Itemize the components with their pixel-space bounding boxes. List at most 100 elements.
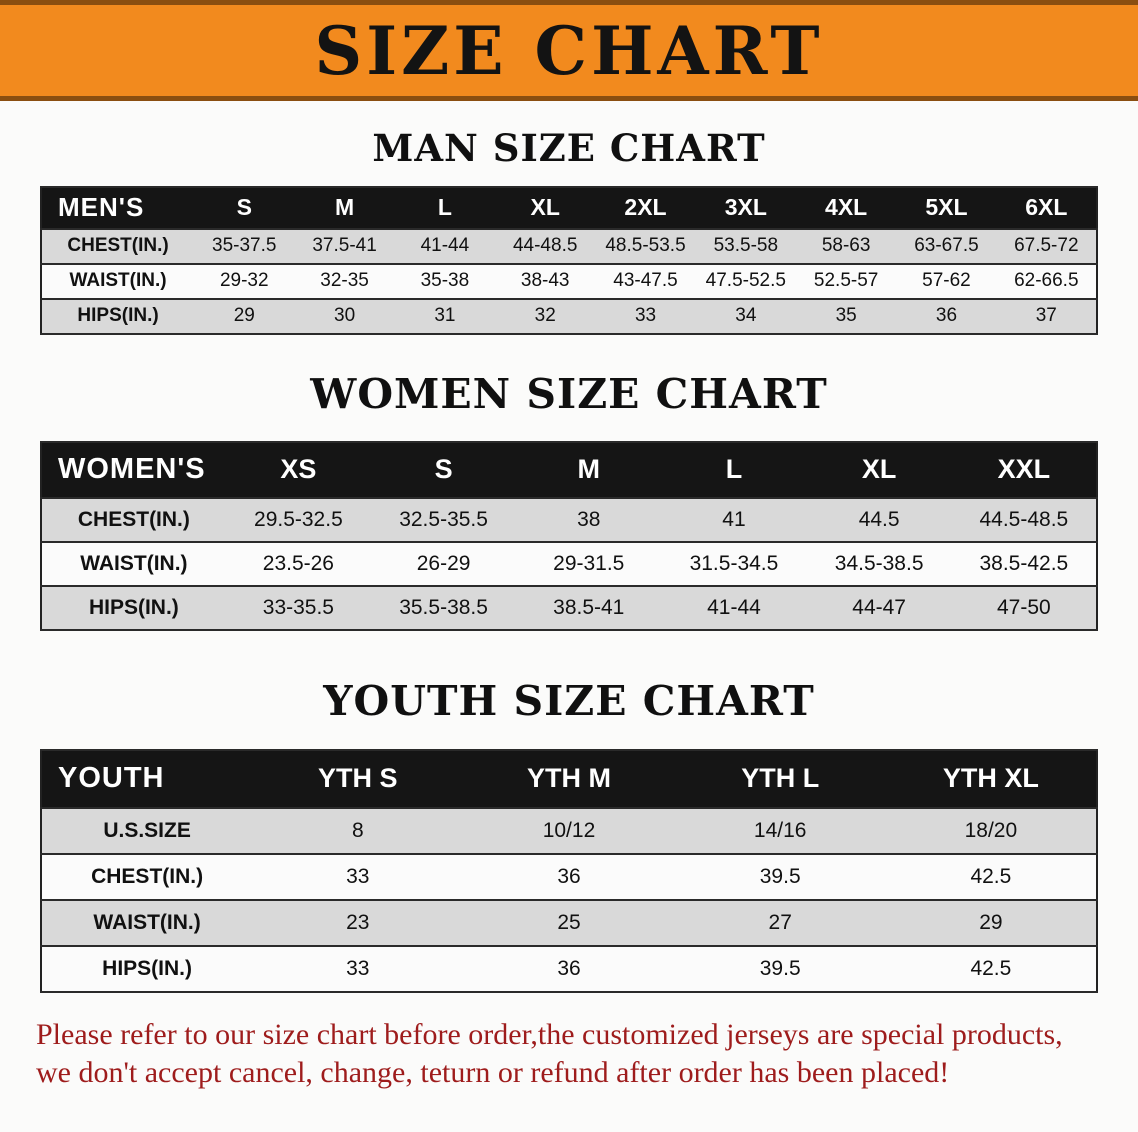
size-value-cell: 42.5 — [885, 944, 1097, 993]
size-value-cell: 34 — [695, 297, 796, 335]
size-value-cell: 18/20 — [885, 806, 1097, 855]
size-value-cell: 48.5-53.5 — [595, 227, 696, 265]
table-header-row: YOUTH YTH S YTH M YTH L YTH XL — [41, 748, 1097, 809]
disclaimer-line-2: we don't accept cancel, change, teturn o… — [36, 1056, 950, 1090]
measurement-row: HIPS(IN.) 33 36 39.5 42.5 — [41, 944, 1097, 993]
size-value-cell: 53.5-58 — [695, 227, 796, 265]
measurement-row: WAIST(IN.) 23.5-26 26-29 29-31.5 31.5-34.5 34… — [41, 540, 1097, 587]
table-header-row: WOMEN'S XS S M L XL XXL — [41, 440, 1097, 499]
size-column-header: YTH M — [463, 748, 675, 809]
size-value-cell: 41 — [661, 496, 807, 543]
size-value-cell: 39.5 — [674, 944, 886, 993]
size-value-cell: 33 — [595, 297, 696, 335]
size-column-header: 2XL — [595, 185, 696, 230]
size-value-cell: 35-37.5 — [194, 227, 295, 265]
size-value-cell: 10/12 — [463, 806, 675, 855]
size-value-cell: 41-44 — [394, 227, 496, 265]
size-value-cell: 29-31.5 — [516, 540, 662, 587]
banner-title: SIZE CHART — [314, 11, 824, 90]
size-value-cell: 36 — [463, 944, 675, 993]
row-label: CHEST(IN.) — [41, 227, 195, 265]
size-column-header: 6XL — [996, 185, 1097, 230]
size-value-cell: 26-29 — [370, 540, 517, 587]
size-column-header: L — [394, 185, 496, 230]
size-value-cell: 38-43 — [495, 262, 596, 300]
size-column-header: M — [516, 440, 662, 499]
youth-section-title: YOUTH SIZE CHART — [323, 676, 815, 725]
size-value-cell: 44-47 — [806, 584, 952, 631]
size-value-cell: 30 — [294, 297, 395, 335]
size-value-cell: 31 — [394, 297, 496, 335]
row-label: HIPS(IN.) — [41, 297, 195, 335]
size-value-cell: 58-63 — [795, 227, 897, 265]
size-value-cell: 43-47.5 — [595, 262, 696, 300]
size-value-cell: 67.5-72 — [996, 227, 1097, 265]
size-column-header: XL — [495, 185, 596, 230]
size-value-cell: 38.5-41 — [516, 584, 662, 631]
size-value-cell: 33-35.5 — [225, 584, 371, 631]
size-value-cell: 37 — [996, 297, 1097, 335]
size-value-cell: 27 — [674, 898, 886, 947]
row-label: WAIST(IN.) — [41, 262, 195, 300]
men-size-table: MEN'S S M L XL 2XL 3XL 4XL 5XL 6XL CHEST(IN.) 35-37… — [40, 185, 1098, 335]
size-column-header: S — [370, 440, 517, 499]
row-label: WAIST(IN.) — [41, 540, 226, 587]
table-corner-label: MEN'S — [41, 185, 195, 230]
table-corner-label: YOUTH — [41, 748, 253, 809]
size-column-header: 3XL — [695, 185, 796, 230]
size-value-cell: 32-35 — [294, 262, 395, 300]
size-value-cell: 62-66.5 — [996, 262, 1097, 300]
size-value-cell: 57-62 — [896, 262, 997, 300]
size-value-cell: 38 — [516, 496, 662, 543]
size-value-cell: 29 — [194, 297, 295, 335]
row-label: WAIST(IN.) — [41, 898, 253, 947]
man-section-title: MAN SIZE CHART — [372, 126, 766, 170]
size-column-header: XXL — [951, 440, 1097, 499]
size-column-header: XS — [225, 440, 371, 499]
size-value-cell: 31.5-34.5 — [661, 540, 807, 587]
measurement-row: CHEST(IN.) 35-37.5 37.5-41 41-44 44-48.5 48.5… — [41, 227, 1097, 265]
size-column-header: 5XL — [896, 185, 997, 230]
size-value-cell: 14/16 — [674, 806, 886, 855]
size-column-header: XL — [806, 440, 952, 499]
row-label: U.S.SIZE — [41, 806, 253, 855]
size-value-cell: 47.5-52.5 — [695, 262, 796, 300]
size-column-header: YTH L — [674, 748, 886, 809]
size-value-cell: 33 — [252, 852, 464, 901]
size-column-header: 4XL — [795, 185, 897, 230]
size-value-cell: 63-67.5 — [896, 227, 997, 265]
size-value-cell: 29 — [885, 898, 1097, 947]
measurement-row: U.S.SIZE 8 10/12 14/16 18/20 — [41, 806, 1097, 855]
size-value-cell: 44-48.5 — [495, 227, 596, 265]
disclaimer-text: Please refer to our size chart before or… — [36, 1016, 1102, 1093]
size-column-header: YTH XL — [885, 748, 1097, 809]
row-label: CHEST(IN.) — [41, 496, 226, 543]
youth-size-table: YOUTH YTH S YTH M YTH L YTH XL U.S.SIZE 8 10/12… — [40, 748, 1098, 993]
size-value-cell: 23 — [252, 898, 464, 947]
size-value-cell: 32.5-35.5 — [370, 496, 517, 543]
measurement-row: WAIST(IN.) 23 25 27 29 — [41, 898, 1097, 947]
size-column-header: L — [661, 440, 807, 499]
row-label: HIPS(IN.) — [41, 944, 253, 993]
size-column-header: M — [294, 185, 395, 230]
size-value-cell: 25 — [463, 898, 675, 947]
row-label: CHEST(IN.) — [41, 852, 253, 901]
size-value-cell: 33 — [252, 944, 464, 993]
size-value-cell: 41-44 — [661, 584, 807, 631]
table-header-row: MEN'S S M L XL 2XL 3XL 4XL 5XL 6XL — [41, 185, 1097, 230]
size-value-cell: 35-38 — [394, 262, 496, 300]
size-value-cell: 35.5-38.5 — [370, 584, 517, 631]
measurement-row: CHEST(IN.) 29.5-32.5 32.5-35.5 38 41 44.5 44.5… — [41, 496, 1097, 543]
size-value-cell: 35 — [795, 297, 897, 335]
size-value-cell: 29-32 — [194, 262, 295, 300]
size-value-cell: 39.5 — [674, 852, 886, 901]
size-value-cell: 38.5-42.5 — [951, 540, 1097, 587]
women-section-title: WOMEN SIZE CHART — [310, 369, 828, 418]
row-label: HIPS(IN.) — [41, 584, 226, 631]
size-value-cell: 36 — [896, 297, 997, 335]
size-value-cell: 32 — [495, 297, 596, 335]
size-value-cell: 44.5 — [806, 496, 952, 543]
size-value-cell: 34.5-38.5 — [806, 540, 952, 587]
disclaimer-line-1: Please refer to our size chart before or… — [36, 1017, 1063, 1051]
